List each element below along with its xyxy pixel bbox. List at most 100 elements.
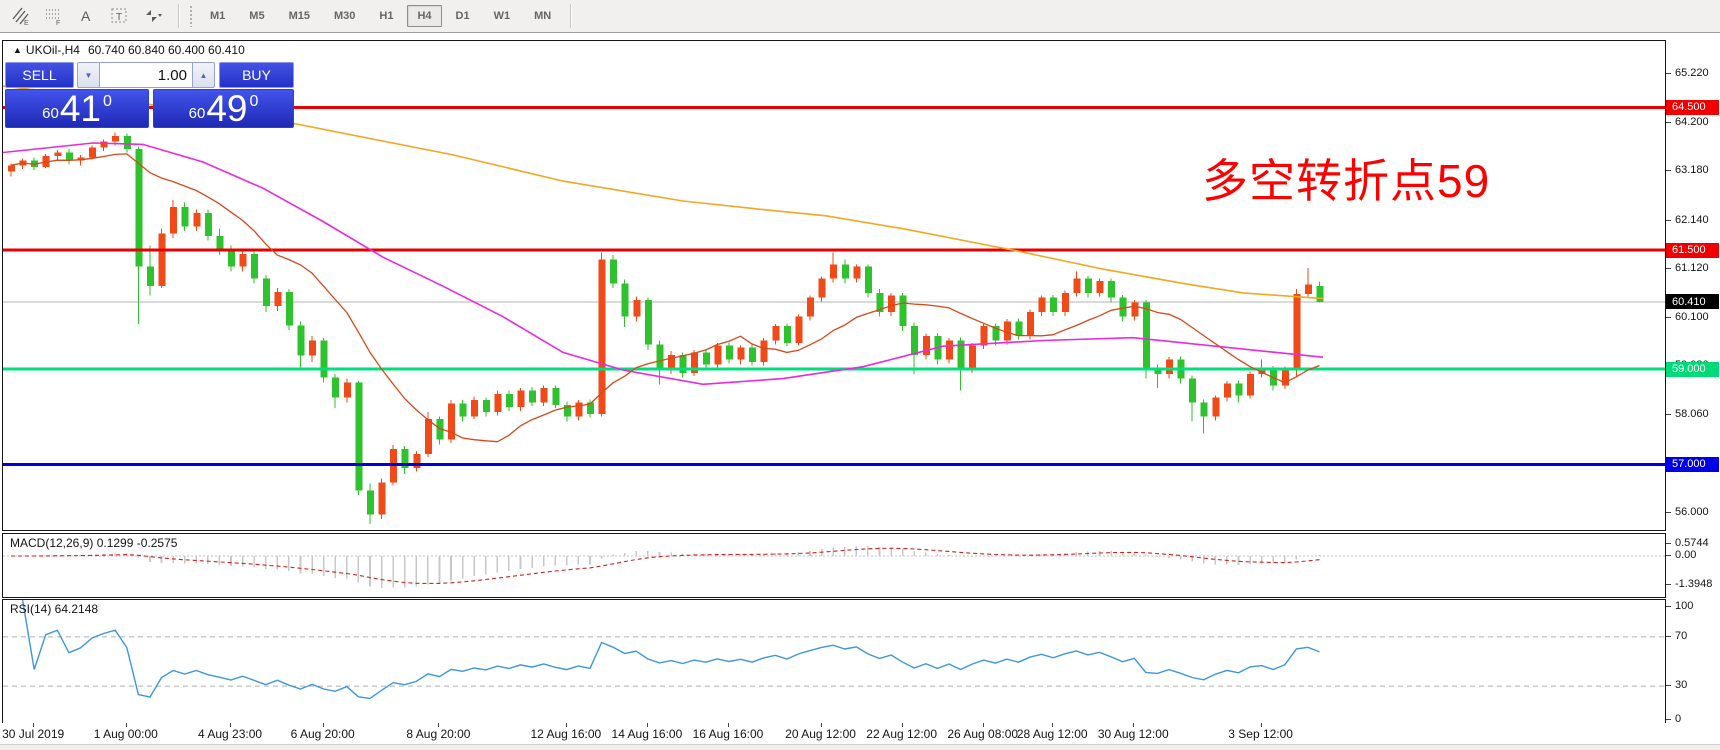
- candles: [8, 132, 1324, 524]
- candle-body: [783, 326, 791, 343]
- candle-body: [366, 490, 374, 515]
- timeframe-button-m5[interactable]: M5: [249, 10, 265, 22]
- sell-price-point: 0: [102, 93, 112, 110]
- indicator-tick-label: -1.3948: [1675, 578, 1713, 591]
- candle-body: [1084, 278, 1092, 293]
- toolbar-drag-handle[interactable]: [189, 5, 193, 27]
- candle-body: [193, 212, 201, 227]
- timeframe-button-h1[interactable]: H1: [379, 10, 394, 22]
- candle-body: [1027, 311, 1035, 336]
- candle-body: [251, 253, 259, 279]
- candle-body: [343, 382, 351, 398]
- candle-body: [135, 149, 143, 267]
- candle-body: [1293, 293, 1301, 370]
- candle-body: [1258, 369, 1266, 374]
- sell-price-display[interactable]: 60 41 0: [5, 89, 149, 128]
- candle-body: [969, 345, 977, 370]
- time-tick: [727, 723, 729, 727]
- candle-body: [864, 266, 872, 293]
- candle-body: [285, 291, 293, 326]
- timeframe-button-mn[interactable]: MN: [534, 10, 552, 22]
- timeframe-button-m1[interactable]: M1: [210, 10, 226, 22]
- equidistant-channel-icon[interactable]: E: [6, 3, 36, 29]
- timeframe-button-d1[interactable]: D1: [455, 10, 470, 22]
- indicator-tick-label: 0.5744: [1675, 536, 1709, 549]
- volume-decrease-button[interactable]: ▼: [77, 62, 100, 88]
- price-tick: [1666, 511, 1671, 513]
- svg-text:F: F: [56, 20, 60, 26]
- timeframe-button-h4[interactable]: H4: [407, 5, 442, 27]
- candle-body: [158, 233, 166, 286]
- time-tick: [125, 723, 127, 727]
- candle-body: [262, 278, 270, 307]
- candle-body: [853, 266, 861, 279]
- text-label-icon[interactable]: A: [72, 3, 102, 29]
- candle-body: [123, 135, 131, 150]
- candle-body: [297, 325, 305, 356]
- candle-body: [1212, 397, 1220, 417]
- candle-body: [413, 453, 421, 469]
- candle-body: [1096, 281, 1104, 293]
- candle-body: [216, 235, 224, 251]
- text-box-icon[interactable]: T: [105, 3, 135, 29]
- candle-body: [1247, 373, 1255, 396]
- candle-body: [1166, 359, 1173, 374]
- price-tick-label: 56.000: [1675, 505, 1709, 518]
- candle-body: [459, 403, 467, 417]
- x-axis-label: 3 Sep 12:00: [1228, 727, 1293, 741]
- volume-input[interactable]: 1.00: [100, 62, 192, 88]
- arrows-icon[interactable]: [138, 3, 168, 29]
- candle-body: [679, 354, 687, 373]
- candle-body: [957, 340, 965, 370]
- candle-body: [448, 403, 456, 440]
- volume-increase-button[interactable]: ▲: [192, 62, 215, 88]
- candle-body: [1003, 321, 1011, 341]
- candle-body: [309, 340, 317, 356]
- candle-body: [170, 207, 178, 234]
- candle-body: [818, 278, 826, 298]
- buy-price-pips: 49: [206, 88, 248, 129]
- buy-button[interactable]: BUY: [219, 62, 294, 88]
- timeframe-button-w1[interactable]: W1: [493, 10, 511, 22]
- candle-body: [760, 340, 768, 362]
- candle-body: [8, 165, 15, 172]
- time-tick: [438, 723, 440, 727]
- candle-body: [587, 402, 594, 414]
- candle-body: [691, 352, 699, 373]
- rsi-label: RSI(14) 64.2148: [10, 602, 99, 616]
- candle-body: [332, 377, 340, 398]
- candle-body: [146, 266, 154, 286]
- candle-body: [922, 335, 930, 355]
- ma-slow-line: [3, 85, 1324, 300]
- ma-fast-line: [10, 153, 1320, 443]
- timeframe-button-m30[interactable]: M30: [333, 10, 356, 22]
- price-tick-label: 58.060: [1675, 407, 1709, 420]
- x-axis-label: 30 Jul 2019: [2, 727, 65, 741]
- candle-body: [888, 295, 896, 312]
- timeframe-button-m15[interactable]: M15: [288, 10, 310, 22]
- sell-button[interactable]: SELL: [5, 62, 74, 88]
- candle-body: [1015, 321, 1023, 336]
- price-tick-label: 61.120: [1675, 262, 1709, 275]
- fibonacci-icon[interactable]: F: [39, 3, 69, 29]
- candle-body: [621, 283, 629, 317]
- time-tick: [33, 723, 35, 727]
- candle-body: [552, 388, 560, 405]
- time-tick: [322, 723, 324, 727]
- price-tag: 64.500: [1666, 99, 1719, 115]
- candle-body: [1119, 297, 1127, 317]
- candle-body: [795, 316, 803, 343]
- price-tick-label: 60.100: [1675, 310, 1709, 323]
- rsi-canvas: [3, 600, 1665, 700]
- candle-body: [517, 390, 525, 408]
- price-tick-label: 63.180: [1675, 164, 1709, 177]
- indicator-tick-label: 0.00: [1675, 549, 1697, 561]
- buy-price-display[interactable]: 60 49 0: [153, 89, 294, 128]
- time-tick: [982, 723, 984, 727]
- x-axis-label: 8 Aug 20:00: [406, 727, 471, 741]
- candle-body: [772, 326, 780, 341]
- price-tick: [1666, 170, 1671, 172]
- candle-body: [274, 291, 282, 307]
- indicator-tick: [1666, 685, 1671, 687]
